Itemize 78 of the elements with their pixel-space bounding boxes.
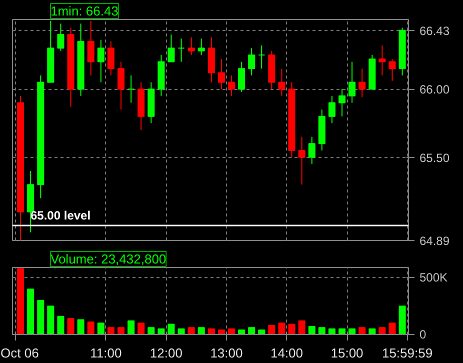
candlestick <box>278 68 286 96</box>
bar <box>268 324 276 334</box>
y-tick-label: 0 <box>420 328 426 342</box>
bar <box>57 316 64 334</box>
candlestick <box>378 44 386 76</box>
y-tick-label: 65.50 <box>420 150 450 165</box>
candlestick <box>117 61 125 110</box>
candlestick <box>188 36 195 56</box>
bar <box>16 268 24 334</box>
candlestick <box>178 38 185 62</box>
bar <box>178 328 185 334</box>
chart-title: 1min: 66.43 <box>50 4 118 18</box>
candlestick <box>128 74 135 104</box>
candlestick <box>57 23 64 52</box>
bar <box>97 322 104 334</box>
x-tick-label: 12:00 <box>150 346 182 360</box>
candlestick <box>218 58 225 90</box>
candlestick <box>97 39 104 83</box>
bar <box>368 328 376 334</box>
bar <box>288 324 296 334</box>
ref-line-label: 65.00 level <box>30 208 91 222</box>
candlestick <box>388 58 396 82</box>
bar <box>248 327 256 334</box>
bar <box>278 322 286 334</box>
bar <box>148 327 155 334</box>
candlestick <box>87 20 94 76</box>
bar <box>318 327 326 334</box>
candlestick <box>358 68 366 98</box>
bar <box>398 306 406 334</box>
x-tick-label: 15:00 <box>330 346 364 360</box>
bar <box>158 328 165 334</box>
bar <box>228 328 235 334</box>
candlestick <box>238 61 246 92</box>
bar <box>47 306 54 334</box>
candlestick <box>328 95 336 124</box>
candlestick <box>248 48 256 76</box>
bar <box>198 327 205 334</box>
bar <box>298 320 306 334</box>
candlestick <box>308 136 316 165</box>
x-tick-label: 11:00 <box>90 346 122 360</box>
candlestick <box>258 44 266 70</box>
bar <box>77 319 84 334</box>
x-tick-label: 15:59:59 <box>382 346 433 360</box>
bar <box>378 327 386 334</box>
x-tick-label: 14:00 <box>270 346 304 360</box>
bar <box>238 329 246 334</box>
candlestick <box>168 34 175 62</box>
bar <box>358 327 366 334</box>
bar <box>348 328 356 334</box>
bar <box>208 328 215 334</box>
bar <box>67 318 74 334</box>
candlestick <box>228 74 235 96</box>
bar <box>138 322 145 334</box>
bar <box>87 322 94 334</box>
candlestick <box>107 40 114 76</box>
y-tick-label: 66.00 <box>420 82 450 97</box>
bar <box>328 328 336 334</box>
bar <box>218 329 225 334</box>
bar <box>188 327 195 334</box>
bar <box>308 326 316 334</box>
y-tick-label: 66.43 <box>420 24 450 38</box>
bar <box>128 320 135 334</box>
y-tick-label: 64.89 <box>420 234 450 248</box>
bar <box>168 324 175 334</box>
candlestick <box>338 88 346 117</box>
bar <box>117 327 125 334</box>
candlestick <box>348 61 356 104</box>
bar <box>107 327 114 334</box>
bar <box>258 329 266 334</box>
candlestick <box>198 38 205 56</box>
bar <box>388 322 396 334</box>
bar <box>37 300 44 334</box>
bar <box>338 328 346 334</box>
x-tick-label: Oct 06 <box>0 346 39 360</box>
x-tick-label: 13:00 <box>210 346 243 360</box>
candlestick <box>298 136 306 186</box>
bar <box>27 288 34 334</box>
y-tick-label: 500K <box>420 270 448 285</box>
